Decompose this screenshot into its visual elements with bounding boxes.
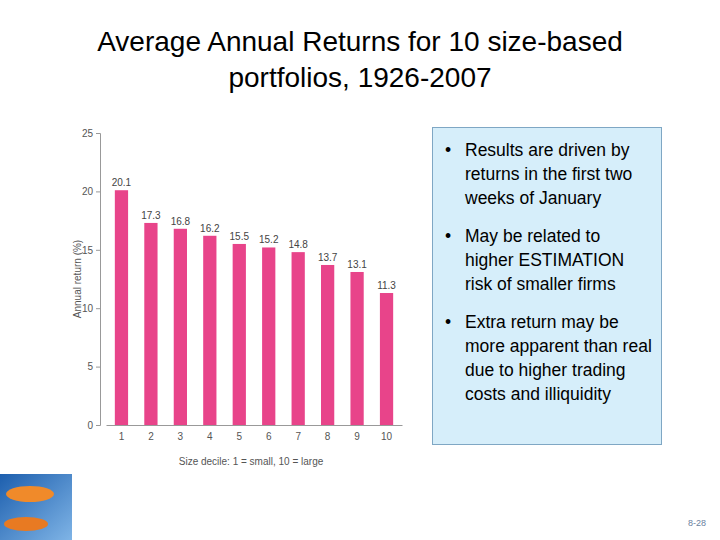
x-tick-label: 9 <box>354 431 360 442</box>
x-tick: 6 <box>266 425 272 442</box>
slide-title: Average Annual Returns for 10 size-based… <box>40 24 680 96</box>
bullet-list: Results are driven by returns in the fir… <box>439 138 653 406</box>
y-tick-mark <box>96 308 100 309</box>
x-axis-title: Size decile: 1 = small, 10 = large <box>179 456 324 467</box>
data-label: 15.5 <box>230 231 250 242</box>
callout-box: Results are driven by returns in the fir… <box>432 127 662 445</box>
y-tick: 5 <box>87 361 100 372</box>
x-tick: 1 <box>119 425 125 442</box>
decoration-stone <box>6 486 54 502</box>
y-tick-label: 10 <box>82 303 94 314</box>
y-tick-mark <box>96 250 100 251</box>
x-tick-label: 2 <box>148 431 154 442</box>
bullet: Extra return may be more apparent than r… <box>465 310 653 406</box>
bar <box>115 190 128 425</box>
x-tick: 7 <box>295 425 301 442</box>
decoration-bg <box>0 474 72 540</box>
data-label: 13.7 <box>318 252 338 263</box>
y-tick-label: 20 <box>82 186 94 197</box>
x-tick-label: 5 <box>236 431 242 442</box>
y-tick: 15 <box>82 245 100 256</box>
x-tick-label: 3 <box>178 431 184 442</box>
y-tick: 0 <box>87 420 100 431</box>
bar <box>380 293 393 425</box>
data-labels: 20.1 17.3 16.8 16.2 15.5 15.2 14.8 13.7 13.1 11.3 <box>112 177 397 291</box>
x-tick: 8 <box>325 425 331 442</box>
bar <box>262 247 275 425</box>
y-tick-mark <box>96 425 100 426</box>
x-tick: 5 <box>236 425 242 442</box>
y-tick-mark <box>96 191 100 192</box>
y-tick-label: 0 <box>87 420 93 431</box>
bar <box>321 265 334 425</box>
bar <box>233 244 246 425</box>
y-tick-mark <box>96 133 100 134</box>
data-label: 20.1 <box>112 177 132 188</box>
x-tick: 3 <box>178 425 184 442</box>
y-tick-label: 15 <box>82 245 94 256</box>
x-axis: 1 2 3 4 5 6 7 8 9 10 <box>107 425 403 442</box>
x-tick: 10 <box>381 425 393 442</box>
y-tick: 20 <box>82 186 100 197</box>
y-axis-line <box>96 134 101 426</box>
data-label: 17.3 <box>141 210 161 221</box>
y-tick: 25 <box>82 128 100 139</box>
x-tick: 2 <box>148 425 154 442</box>
bar <box>144 223 157 425</box>
bar <box>174 229 187 425</box>
y-tick-mark <box>96 367 100 368</box>
y-tick: 10 <box>82 303 100 314</box>
y-axis-title: Annual return (%) <box>72 240 83 318</box>
x-tick-label: 8 <box>325 431 331 442</box>
bullet: Results are driven by returns in the fir… <box>465 138 653 210</box>
data-label: 15.2 <box>259 234 279 245</box>
bar <box>203 236 216 425</box>
bar <box>292 252 305 425</box>
data-label: 16.8 <box>171 216 191 227</box>
y-tick-label: 25 <box>82 128 94 139</box>
x-axis-line <box>107 425 403 426</box>
x-tick-label: 10 <box>381 431 393 442</box>
y-tick-label: 5 <box>87 361 93 372</box>
bullet: May be related to higher ESTIMATION risk… <box>465 224 653 296</box>
bar <box>350 272 363 425</box>
plot-area <box>115 190 393 425</box>
page-number: 8-28 <box>688 518 706 528</box>
data-label: 16.2 <box>200 223 220 234</box>
x-tick: 4 <box>207 425 213 442</box>
x-tick-label: 1 <box>119 431 125 442</box>
x-tick-label: 7 <box>295 431 301 442</box>
y-axis: 0 5 10 15 20 25 <box>82 128 101 431</box>
data-label: 13.1 <box>347 259 367 270</box>
data-label: 14.8 <box>288 239 308 250</box>
x-tick: 9 <box>354 425 360 442</box>
data-label: 11.3 <box>377 280 396 291</box>
decoration <box>0 474 72 540</box>
x-tick-label: 6 <box>266 431 272 442</box>
x-tick-label: 4 <box>207 431 213 442</box>
decoration-stone <box>4 517 48 531</box>
